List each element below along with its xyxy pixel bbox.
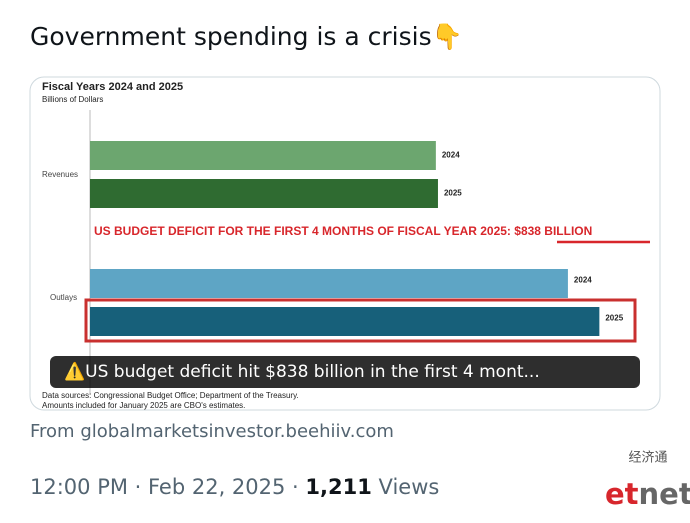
bar-label: 2025 <box>444 189 462 198</box>
bar <box>90 307 600 336</box>
bar-label: 2024 <box>442 151 460 160</box>
logo-a: et <box>605 477 639 511</box>
watermark-chinese: 经济通 <box>628 451 667 466</box>
views-count: 1,211 <box>305 475 371 499</box>
media[interactable]: Fiscal Years 2024 and 2025 Billions of D… <box>30 77 660 410</box>
annotation: US BUDGET DEFICIT FOR THE FIRST 4 MONTHS… <box>94 224 592 238</box>
caption-bg <box>50 356 640 388</box>
chart-title: Fiscal Years 2024 and 2025 <box>42 81 183 93</box>
category-label: Outlays <box>50 293 77 302</box>
link[interactable]: From globalmarketsinvestor.beehiiv.com <box>30 421 394 442</box>
annotation-text: US BUDGET DEFICIT FOR THE FIRST 4 MONTHS… <box>94 224 511 238</box>
category-label: Revenues <box>42 170 78 179</box>
bar <box>90 141 436 170</box>
views-label: Views <box>379 475 440 499</box>
logo-b: net <box>639 477 690 511</box>
media-border <box>29 76 661 411</box>
sources: Data sources: Congressional Budget Offic… <box>42 391 299 400</box>
tweet-text: Government spending is a crisis👇 <box>30 22 463 52</box>
bar <box>90 179 438 208</box>
timestamp: 12:00 PM · Feb 22, 2025 · 1,211 Views <box>30 475 439 499</box>
chart: Fiscal Years 2024 and 2025 Billions of D… <box>42 81 650 410</box>
watermark-logo: etnet <box>605 477 690 511</box>
time[interactable]: 12:00 PM · Feb 22, 2025 · <box>30 475 299 499</box>
highlight-box <box>84 298 637 343</box>
media-caption: ⚠️US budget deficit hit $838 billion in … <box>64 361 540 382</box>
bar-label: 2024 <box>574 276 592 285</box>
annotation-highlight: $838 BILLION <box>514 224 592 238</box>
media-bg <box>30 77 660 410</box>
sources: Amounts included for January 2025 are CB… <box>42 401 245 410</box>
chart-subtitle: Billions of Dollars <box>42 95 103 104</box>
bar-label: 2025 <box>605 314 623 323</box>
bar <box>90 269 568 298</box>
